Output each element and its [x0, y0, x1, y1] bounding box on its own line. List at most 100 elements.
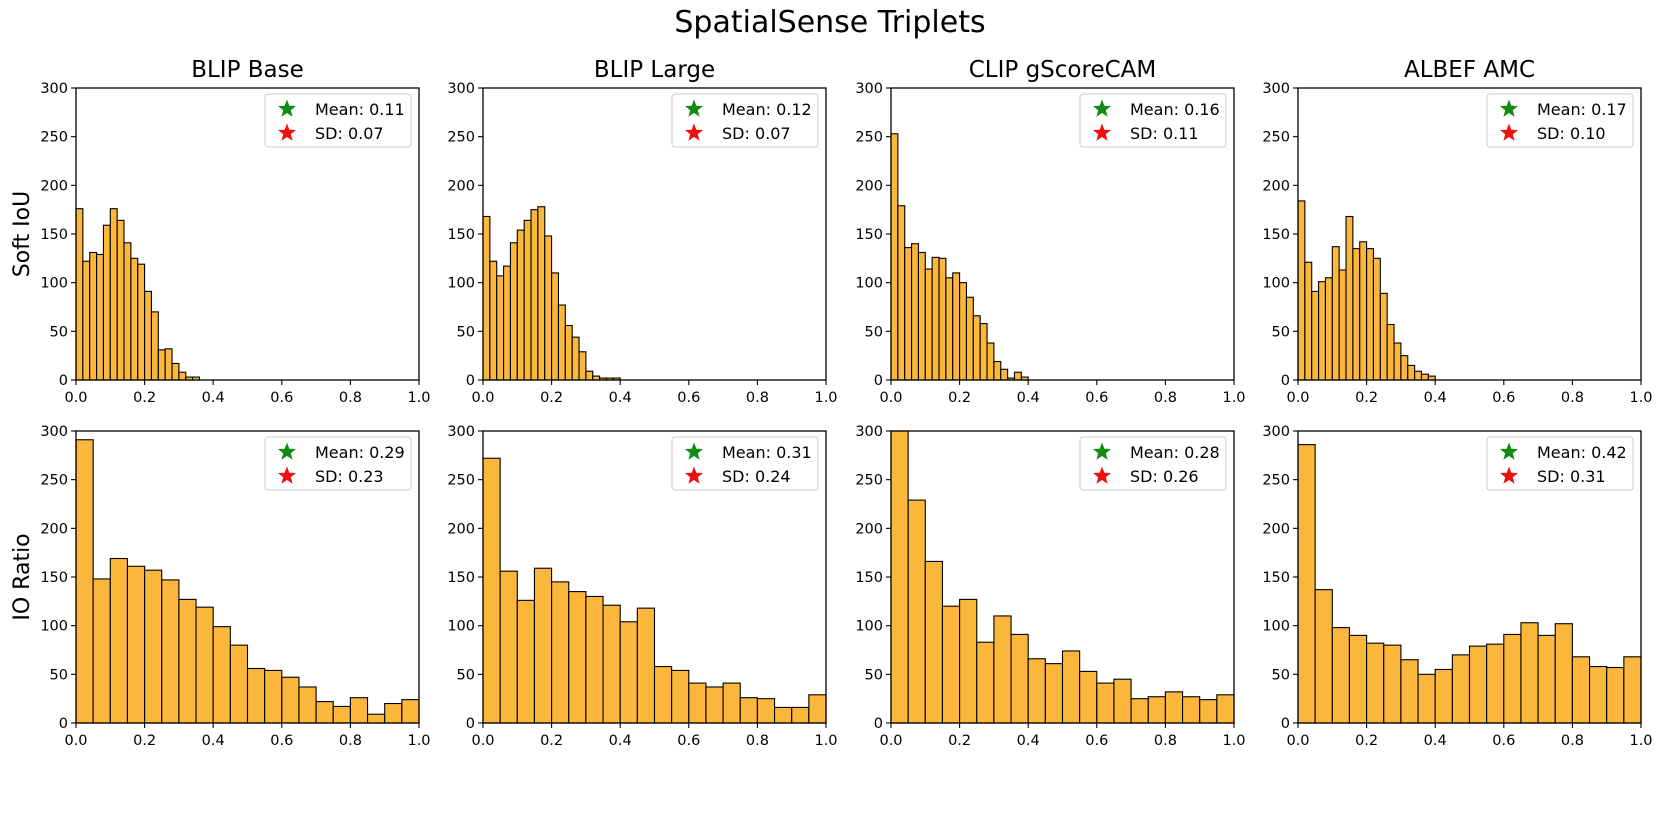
- histogram-bar: [959, 282, 968, 381]
- histogram-bar: [1348, 634, 1368, 724]
- histogram-bar: [571, 336, 580, 381]
- histogram-bar: [551, 581, 570, 724]
- legend: Mean: 0.16 SD: 0.11: [1079, 93, 1227, 148]
- histogram-bar: [722, 682, 741, 724]
- y-tick-label: 300: [855, 81, 883, 97]
- y-tick-label: 50: [1272, 324, 1290, 340]
- histogram-bar: [109, 208, 118, 381]
- histogram-bar: [1318, 281, 1326, 381]
- histogram-bar: [1537, 634, 1556, 724]
- histogram-bar: [1400, 659, 1419, 724]
- histogram-bar: [585, 370, 594, 381]
- x-tick-label: 1.0: [814, 733, 837, 749]
- x-tick-label: 0.6: [270, 733, 293, 749]
- histogram-bar: [739, 697, 758, 724]
- histogram-bar: [1000, 368, 1009, 381]
- y-tick-label: 0: [466, 373, 475, 389]
- histogram-bar: [489, 260, 498, 381]
- mean-star-icon: [684, 442, 704, 460]
- legend: Mean: 0.12 SD: 0.07: [671, 93, 819, 148]
- histogram-bar: [178, 371, 187, 381]
- x-tick-label: 0.6: [1492, 390, 1515, 406]
- x-tick-label: 0.0: [64, 733, 87, 749]
- histogram-bar: [75, 208, 84, 381]
- y-tick-label: 0: [59, 373, 68, 389]
- y-tick-label: 0: [874, 373, 883, 389]
- mean-star-icon: [684, 99, 704, 117]
- y-tick-label: 300: [855, 424, 883, 440]
- histogram-bar: [1379, 292, 1388, 381]
- x-tick-label: 0.8: [746, 733, 769, 749]
- legend-sd: SD: 0.23: [315, 467, 384, 486]
- histogram-bar: [1414, 370, 1423, 381]
- histogram-bar: [161, 579, 180, 724]
- histogram-bar: [1331, 246, 1340, 381]
- row-label: IO Ratio: [10, 533, 35, 620]
- histogram-bar: [212, 626, 231, 724]
- panel-title: BLIP Base: [191, 57, 304, 83]
- sd-star-icon: [1092, 123, 1112, 141]
- histogram-bar: [1417, 673, 1436, 724]
- legend: Mean: 0.28 SD: 0.26: [1079, 436, 1227, 491]
- histogram-bar: [1297, 200, 1306, 381]
- x-tick-label: 1.0: [814, 390, 837, 406]
- histogram-bar: [1199, 699, 1218, 724]
- histogram-bar: [496, 275, 505, 381]
- histogram-bar: [564, 324, 573, 381]
- histogram-bar: [1079, 670, 1098, 724]
- x-tick-label: 0.2: [133, 733, 156, 749]
- histogram-bar: [1420, 373, 1429, 381]
- histogram-bar: [281, 676, 300, 724]
- histogram-bar: [585, 595, 604, 724]
- histogram-bar: [1096, 682, 1115, 724]
- y-tick-label: 200: [855, 521, 883, 537]
- histogram-bar: [938, 257, 947, 381]
- x-tick-label: 0.0: [471, 733, 494, 749]
- histogram-bar: [1606, 666, 1625, 724]
- histogram-bar: [530, 209, 539, 381]
- histogram-bar: [1372, 257, 1381, 381]
- histogram-bar: [126, 565, 146, 724]
- legend-mean: Mean: 0.12: [722, 100, 812, 119]
- legend: Mean: 0.17 SD: 0.10: [1486, 93, 1634, 148]
- legend-box: [264, 436, 412, 491]
- histogram-bar: [1216, 694, 1235, 724]
- y-tick-label: 250: [447, 473, 475, 489]
- legend: Mean: 0.29 SD: 0.23: [264, 436, 412, 491]
- x-tick-label: 0.6: [1085, 733, 1108, 749]
- legend-mean: Mean: 0.16: [1130, 100, 1220, 119]
- histogram-bar: [229, 644, 249, 724]
- y-tick-label: 50: [50, 667, 68, 683]
- histogram-bar: [1314, 589, 1333, 724]
- histogram-bar: [924, 560, 943, 724]
- histogram-bar: [1359, 241, 1368, 381]
- histogram-bar: [1589, 665, 1608, 724]
- x-tick-label: 1.0: [1629, 733, 1652, 749]
- histogram-bar: [482, 457, 501, 724]
- histogram-bar: [1571, 656, 1591, 724]
- histogram-panel-2-1: 0.0 0.2 0.4 0.6 0.8 1.0 0 50 100 150 200 250 300 IO R…: [10, 424, 431, 749]
- y-tick-label: 0: [1281, 716, 1290, 732]
- y-tick-label: 100: [855, 619, 883, 635]
- legend-box: [264, 93, 412, 148]
- histogram-bar: [1386, 323, 1395, 381]
- legend-mean: Mean: 0.28: [1130, 443, 1220, 462]
- histogram-bar: [157, 349, 166, 381]
- figure-title: SpatialSense Triplets: [674, 5, 985, 40]
- y-tick-label: 250: [1262, 473, 1290, 489]
- histogram-bar: [1182, 696, 1201, 724]
- legend-box: [1486, 436, 1634, 491]
- sd-star-icon: [1092, 466, 1112, 484]
- legend-sd: SD: 0.24: [722, 467, 791, 486]
- x-tick-label: 0.0: [64, 390, 87, 406]
- histogram-bar: [931, 256, 940, 381]
- x-tick-label: 0.2: [1355, 733, 1378, 749]
- y-tick-label: 200: [855, 178, 883, 194]
- mean-star-icon: [1092, 99, 1112, 117]
- y-tick-label: 250: [40, 473, 68, 489]
- sd-star-icon: [277, 466, 297, 484]
- y-tick-label: 250: [40, 130, 68, 146]
- histogram-bar: [1027, 658, 1046, 724]
- mean-star-icon: [277, 99, 297, 117]
- histogram-bar: [1554, 623, 1573, 724]
